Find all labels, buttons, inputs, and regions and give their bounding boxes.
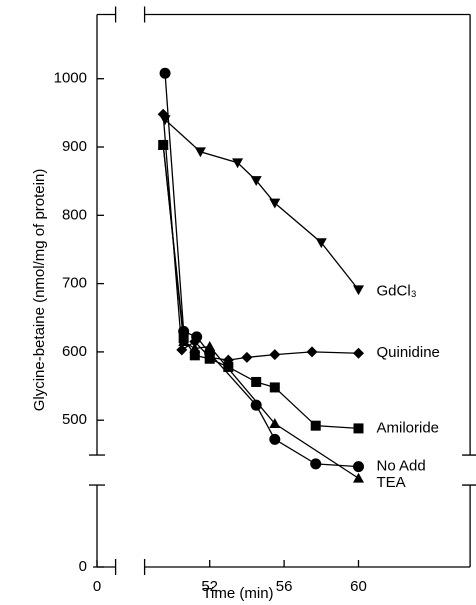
series-line — [162, 144, 359, 479]
point — [353, 461, 364, 473]
point — [353, 423, 364, 434]
point — [251, 376, 262, 387]
point — [269, 382, 280, 393]
point — [178, 336, 190, 347]
point — [194, 147, 206, 158]
point — [189, 350, 200, 361]
y-tick-label: 500 — [62, 411, 87, 428]
point — [353, 285, 364, 296]
y-tick-label: 800 — [62, 206, 87, 223]
point — [353, 347, 364, 359]
y-axis-label: Glycine-betaine (nmol/mg of protein) — [31, 169, 48, 412]
y-tick-label: 0 — [79, 558, 87, 575]
point — [306, 346, 318, 358]
y-tick-label: 1000 — [54, 70, 87, 87]
point — [191, 331, 203, 343]
point — [310, 458, 322, 470]
point — [223, 361, 234, 372]
point — [269, 418, 281, 429]
x-tick-label: 60 — [350, 578, 367, 595]
x-tick-label: 52 — [201, 578, 218, 595]
series-label: Quinidine — [377, 344, 440, 361]
point — [157, 139, 169, 150]
x-tick-label: 0 — [93, 578, 101, 595]
y-tick-label: 900 — [62, 138, 87, 155]
series-line — [164, 119, 360, 291]
point — [204, 340, 216, 351]
x-tick-label: 56 — [276, 578, 293, 595]
point — [310, 420, 321, 431]
point — [269, 198, 281, 209]
point — [315, 238, 327, 249]
point — [189, 342, 201, 353]
series-label: Amiloride — [377, 419, 440, 436]
x-axis-label: Time (min) — [202, 585, 273, 602]
point — [159, 67, 171, 79]
point — [269, 349, 281, 361]
point — [241, 351, 253, 363]
series-line — [162, 114, 359, 361]
series-label: GdCl₃ — [377, 283, 417, 300]
point — [176, 344, 188, 356]
y-tick-label: 700 — [62, 275, 87, 292]
point — [250, 176, 262, 186]
point — [178, 325, 190, 337]
series-label: TEA — [377, 474, 406, 491]
point — [269, 433, 281, 445]
point — [250, 399, 262, 411]
point — [157, 108, 169, 120]
point — [232, 158, 244, 169]
point — [353, 472, 364, 483]
series-label: No Add — [377, 458, 426, 475]
y-tick-label: 600 — [62, 343, 87, 360]
